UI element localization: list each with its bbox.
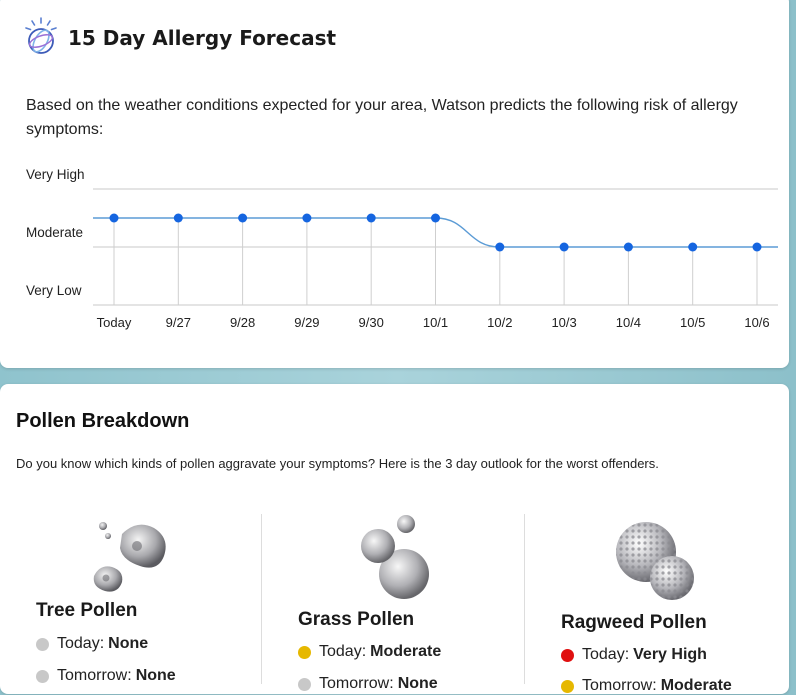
watson-logo-icon — [24, 16, 58, 61]
x-tick-label: 10/5 — [680, 315, 705, 330]
y-tick-label: Very Low — [26, 283, 82, 298]
y-tick-label: Very High — [26, 167, 85, 182]
stat-value: Moderate — [660, 677, 732, 694]
risk-level-dot — [298, 645, 311, 659]
ragweed-pollen-name: Ragweed Pollen — [561, 612, 707, 633]
risk-level-dot — [561, 679, 574, 693]
data-point — [173, 213, 183, 223]
pollen-breakdown-title: Pollen Breakdown — [16, 410, 190, 432]
data-point — [623, 242, 633, 252]
stat-label: Today: — [57, 635, 105, 652]
forecast-header: 15 Day Allergy Forecast — [24, 16, 337, 61]
risk-level-dot — [561, 648, 574, 662]
x-tick-label: 10/3 — [551, 315, 576, 330]
pollen-breakdown-description: Do you know which kinds of pollen aggrav… — [16, 456, 659, 471]
x-tick-label: 10/1 — [423, 315, 448, 330]
tree-pollen-name: Tree Pollen — [36, 600, 138, 621]
grass-pollen-icon — [352, 512, 432, 613]
data-point — [366, 213, 376, 223]
pollen-breakdown-card: Pollen Breakdown Do you know which kinds… — [0, 384, 789, 694]
x-tick-label: 10/6 — [744, 315, 769, 330]
data-point — [688, 242, 698, 252]
stat-label: Today: — [582, 646, 630, 663]
stat-value: Very High — [633, 646, 707, 663]
stat-value: None — [108, 635, 149, 652]
x-tick-label: 9/29 — [294, 315, 319, 330]
x-tick-label: 10/4 — [616, 315, 641, 330]
stat-value: None — [397, 675, 438, 692]
data-point — [431, 213, 440, 223]
y-tick-label: Moderate — [26, 225, 83, 240]
grass-pollen-today: Today: Moderate — [298, 643, 441, 661]
data-point — [752, 242, 762, 252]
data-point — [302, 213, 312, 223]
forecast-title: 15 Day Allergy Forecast — [68, 26, 337, 50]
tree-pollen-tomorrow: Tomorrow: None — [36, 667, 176, 685]
column-divider — [261, 514, 262, 684]
tree-pollen-today: Today: None — [36, 635, 148, 653]
stat-label: Tomorrow: — [582, 677, 657, 694]
x-tick-label: 9/27 — [166, 315, 191, 330]
forecast-description: Based on the weather conditions expected… — [26, 97, 738, 138]
stat-value: Moderate — [370, 643, 442, 660]
ragweed-pollen-today: Today: Very High — [561, 646, 707, 664]
stat-label: Today: — [319, 643, 367, 660]
ragweed-pollen-tomorrow: Tomorrow: Moderate — [561, 677, 732, 695]
grass-pollen-tomorrow: Tomorrow: None — [298, 675, 438, 693]
x-tick-label: 10/2 — [487, 315, 512, 330]
risk-level-dot — [298, 677, 311, 691]
x-tick-label: Today — [97, 315, 132, 330]
risk-level-dot — [36, 669, 49, 683]
data-point — [238, 213, 248, 223]
allergy-forecast-chart: Very Low Moderate Very High Today 9/27 9/28 9/… — [26, 167, 778, 330]
risk-level-dot — [36, 637, 49, 651]
stat-label: Tomorrow: — [57, 667, 132, 684]
x-tick-label: 9/28 — [230, 315, 255, 330]
stat-label: Tomorrow: — [319, 675, 394, 692]
data-point — [495, 242, 505, 252]
allergy-forecast-card: 15 Day Allergy Forecast Based on the wea… — [24, 16, 778, 330]
tree-pollen-icon — [92, 514, 172, 601]
data-point — [559, 242, 569, 252]
stat-value: None — [135, 667, 176, 684]
data-point — [109, 213, 119, 223]
ragweed-pollen-icon — [612, 516, 698, 613]
column-divider — [524, 514, 525, 684]
grass-pollen-name: Grass Pollen — [298, 609, 415, 630]
x-tick-label: 9/30 — [359, 315, 384, 330]
